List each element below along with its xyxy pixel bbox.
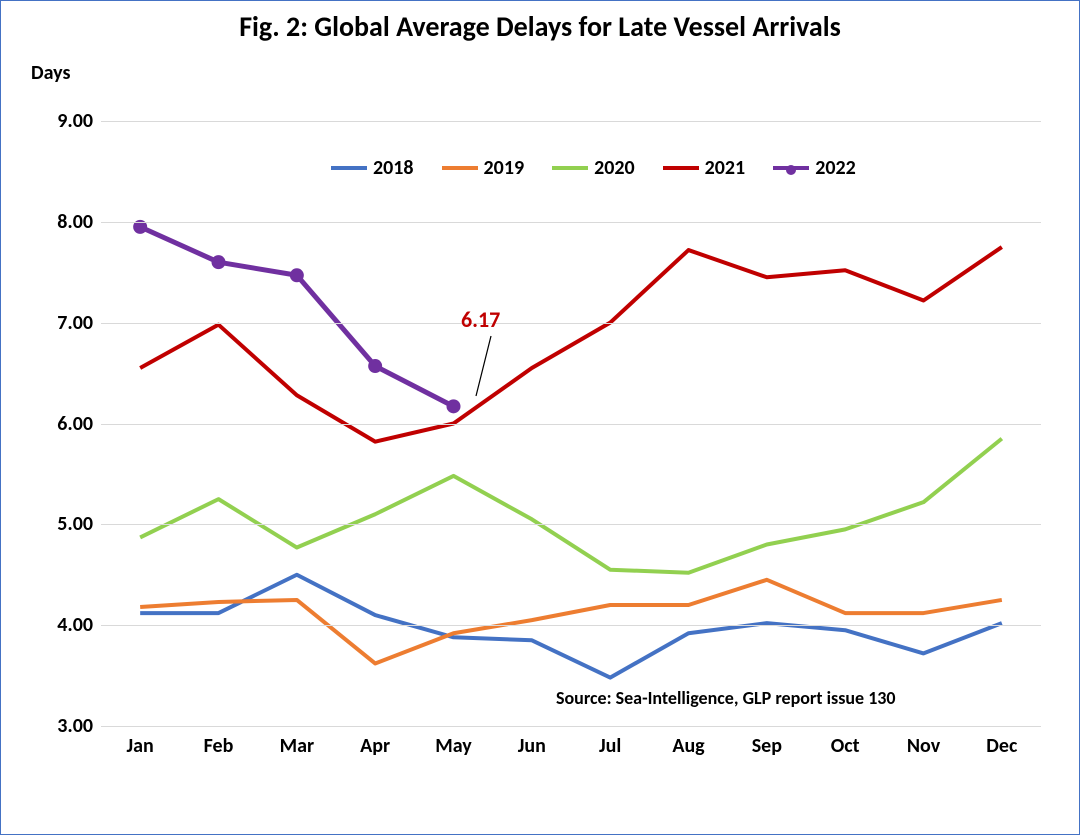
legend-item-2019: 2019 bbox=[442, 156, 525, 180]
series-line-2022 bbox=[140, 227, 453, 406]
chart-container: Fig. 2: Global Average Delays for Late V… bbox=[0, 0, 1080, 835]
legend-item-2021: 2021 bbox=[663, 156, 746, 180]
plot-area: 3.004.005.006.007.008.009.00JanFebMarApr… bbox=[101, 121, 1041, 726]
legend-swatch bbox=[552, 166, 588, 170]
x-tick-label: Oct bbox=[831, 726, 860, 758]
series-marker-2022 bbox=[447, 399, 461, 413]
y-tick-label: 5.00 bbox=[57, 512, 101, 536]
x-tick-label: Apr bbox=[360, 726, 390, 758]
x-tick-label: Nov bbox=[907, 726, 940, 758]
series-line-2018 bbox=[140, 575, 1002, 678]
annotation-leader bbox=[476, 336, 491, 396]
legend-marker bbox=[786, 165, 796, 175]
legend-label: 2020 bbox=[594, 156, 635, 180]
x-tick-label: Dec bbox=[986, 726, 1017, 758]
x-tick-label: Aug bbox=[672, 726, 704, 758]
gridline bbox=[101, 424, 1041, 425]
x-tick-label: Jun bbox=[518, 726, 546, 758]
x-tick-label: May bbox=[435, 726, 471, 758]
series-marker-2022 bbox=[368, 359, 382, 373]
y-tick-label: 7.00 bbox=[57, 311, 101, 335]
legend-swatch bbox=[663, 166, 699, 170]
x-tick-label: Feb bbox=[204, 726, 234, 758]
y-tick-label: 3.00 bbox=[57, 714, 101, 738]
series-line-2020 bbox=[140, 439, 1002, 573]
gridline bbox=[101, 524, 1041, 525]
series-line-2021 bbox=[140, 247, 1002, 442]
y-axis-title: Days bbox=[31, 61, 70, 85]
annotation-label: 6.17 bbox=[461, 306, 500, 333]
gridline bbox=[101, 121, 1041, 122]
legend-label: 2018 bbox=[373, 156, 414, 180]
chart-title: Fig. 2: Global Average Delays for Late V… bbox=[1, 9, 1079, 44]
gridline bbox=[101, 323, 1041, 324]
legend: 2018 2019 2020 2021 2022 bbox=[331, 156, 856, 180]
gridline bbox=[101, 726, 1041, 727]
x-tick-label: Jul bbox=[599, 726, 621, 758]
x-tick-label: Jan bbox=[127, 726, 154, 758]
legend-label: 2019 bbox=[484, 156, 525, 180]
legend-item-2018: 2018 bbox=[331, 156, 414, 180]
legend-label: 2022 bbox=[815, 156, 856, 180]
legend-swatch bbox=[442, 166, 478, 170]
series-marker-2022 bbox=[290, 268, 304, 282]
legend-item-2022: 2022 bbox=[773, 156, 856, 180]
gridline bbox=[101, 222, 1041, 223]
y-tick-label: 8.00 bbox=[57, 210, 101, 234]
x-tick-label: Sep bbox=[752, 726, 782, 758]
legend-swatch bbox=[331, 166, 367, 170]
x-tick-label: Mar bbox=[280, 726, 314, 758]
series-marker-2022 bbox=[212, 255, 226, 269]
legend-swatch bbox=[773, 166, 809, 170]
y-tick-label: 4.00 bbox=[57, 613, 101, 637]
legend-label: 2021 bbox=[705, 156, 746, 180]
series-line-2019 bbox=[140, 580, 1002, 664]
source-note: Source: Sea-Intelligence, GLP report iss… bbox=[556, 687, 896, 709]
legend-item-2020: 2020 bbox=[552, 156, 635, 180]
y-tick-label: 9.00 bbox=[57, 109, 101, 133]
gridline bbox=[101, 625, 1041, 626]
y-tick-label: 6.00 bbox=[57, 412, 101, 436]
